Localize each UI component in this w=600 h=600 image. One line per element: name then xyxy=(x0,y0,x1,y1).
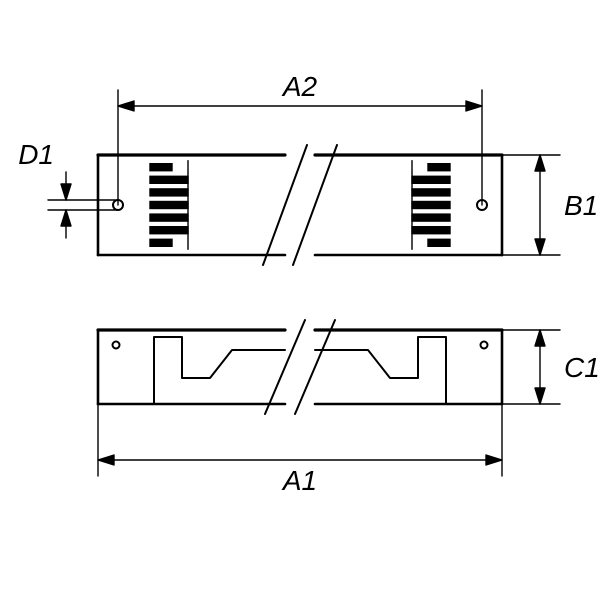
svg-text:D1: D1 xyxy=(18,139,54,170)
svg-text:A2: A2 xyxy=(281,71,318,102)
svg-text:C1: C1 xyxy=(564,352,600,383)
dimensioned-diagram: A2 B1 D1 C1 A1 xyxy=(0,0,600,600)
svg-text:B1: B1 xyxy=(564,190,598,221)
svg-text:A1: A1 xyxy=(281,465,317,496)
